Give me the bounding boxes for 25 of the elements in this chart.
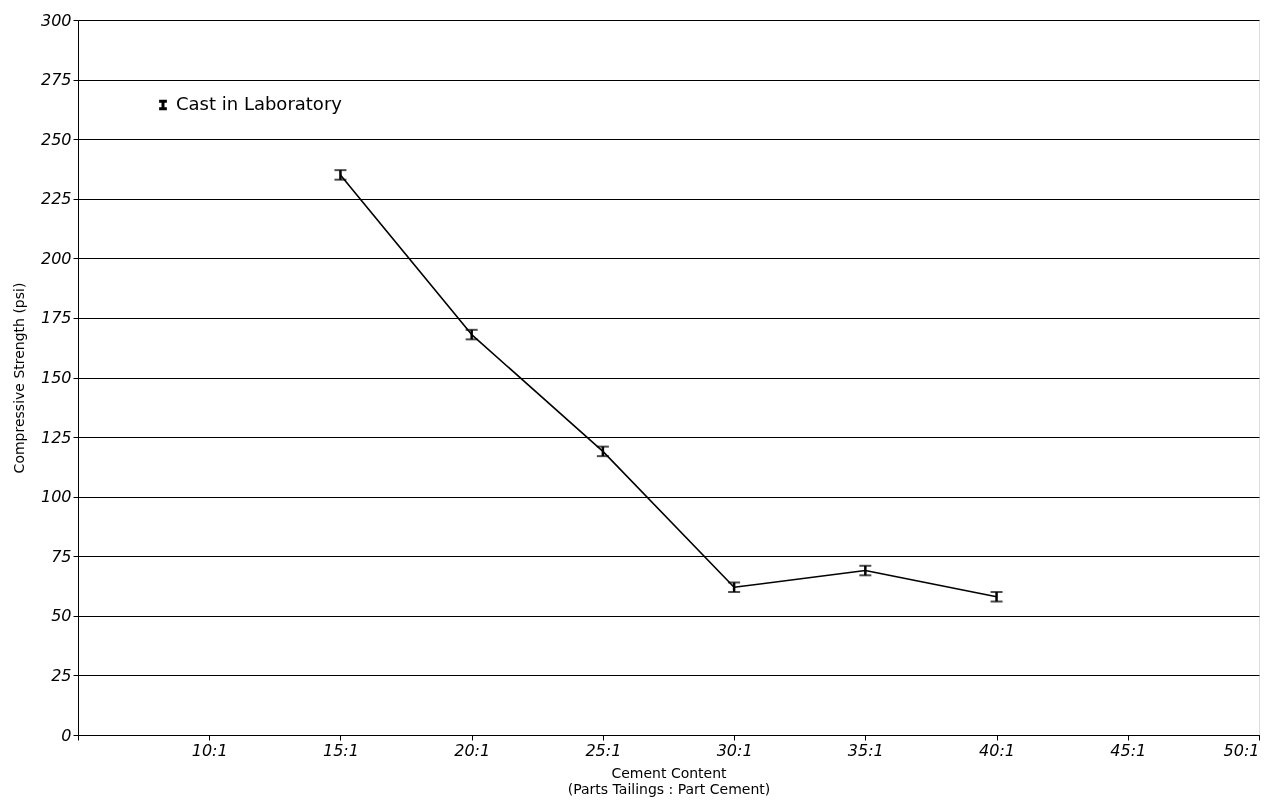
x-tick-label: 25:1 [585,740,622,760]
x-tick-label: 45:1 [1110,740,1147,760]
x-tick-label: 10:1 [191,740,228,760]
y-tick-label: 75 [51,546,72,566]
y-tick-label: 125 [40,427,72,447]
y-tick-label: 150 [40,368,72,387]
x-tick-label: 30:1 [716,740,753,760]
legend-label: Cast in Laboratory [176,93,343,114]
x-tick-label: 20:1 [454,740,491,760]
x-tick-label: 35:1 [847,740,884,760]
x-tick-label: 50:1 [1223,740,1260,760]
y-tick-label: 200 [40,248,72,268]
y-tick-label: 300 [40,10,72,30]
y-tick-label: 250 [40,129,72,149]
y-tick-label: 25 [51,665,72,685]
y-axis-title: Compressive Strength (psi) [10,282,27,474]
y-tick-label: 225 [40,189,72,209]
y-tick-label: 0 [61,725,72,745]
y-tick-label: 50 [51,606,72,626]
x-tick-label: 15:1 [322,740,359,760]
x-axis-title: Cement Content (Parts Tailings : Part Cement) [567,764,771,797]
y-tick-label: 275 [40,70,72,90]
y-tick-label: 100 [40,487,72,507]
y-tick-label: 175 [40,308,72,328]
x-tick-label: 40:1 [979,740,1016,760]
